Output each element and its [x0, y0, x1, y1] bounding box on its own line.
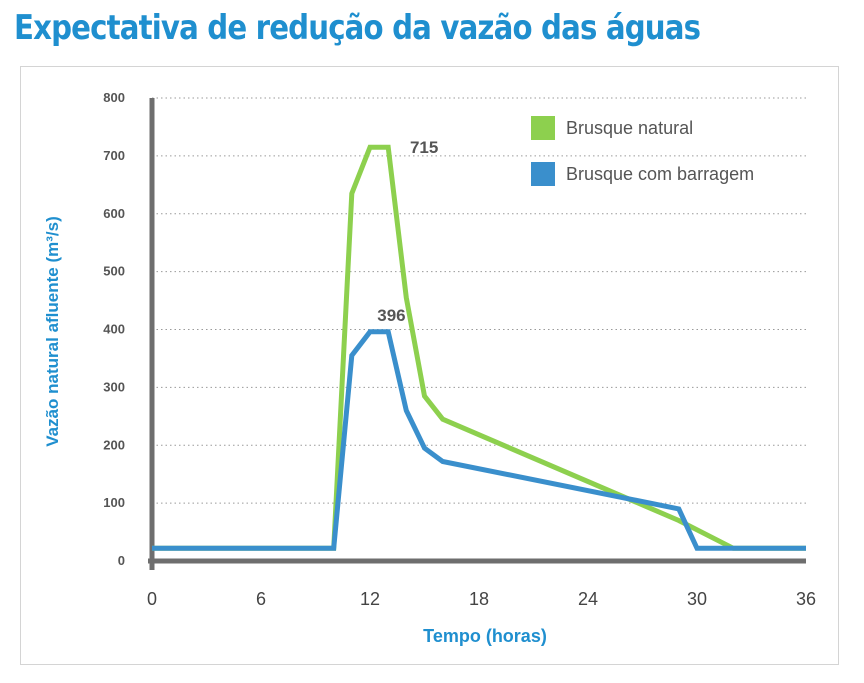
y-tick-label-0: 0: [118, 553, 125, 568]
legend-label-2: Brusque com barragem: [566, 164, 754, 184]
data-labels: 715 396: [377, 138, 438, 325]
legend-swatch-2: [531, 162, 555, 186]
y-tick-label-200: 200: [103, 437, 125, 452]
x-tick-label-30: 30: [687, 589, 707, 609]
y-tick-label-700: 700: [103, 148, 125, 163]
legend-label-1: Brusque natural: [566, 118, 693, 138]
x-tick-label-6: 6: [256, 589, 266, 609]
y-tick-label-600: 600: [103, 206, 125, 221]
legend-swatch-1: [531, 116, 555, 140]
y-tick-label-800: 800: [103, 90, 125, 105]
axes: [148, 98, 806, 570]
series-line-1: [152, 144, 806, 551]
y-tick-label-400: 400: [103, 322, 125, 337]
legend: Brusque natural Brusque com barragem: [531, 116, 754, 186]
y-tick-labels: 0 100 200 300 400 500 600 700 800: [103, 90, 125, 568]
x-tick-label-18: 18: [469, 589, 489, 609]
series-lines: [152, 144, 806, 551]
x-tick-label-0: 0: [147, 589, 157, 609]
data-label-715: 715: [410, 138, 438, 157]
x-tick-label-12: 12: [360, 589, 380, 609]
series-line-2: [152, 329, 806, 551]
x-tick-labels: 0 6 12 18 24 30 36: [147, 589, 816, 609]
y-tick-label-100: 100: [103, 495, 125, 510]
y-tick-label-300: 300: [103, 379, 125, 394]
y-tick-label-500: 500: [103, 264, 125, 279]
data-label-396: 396: [377, 306, 405, 325]
gridlines: [152, 97, 806, 504]
x-tick-label-24: 24: [578, 589, 598, 609]
y-axis-label: Vazão natural afluente (m³/s): [43, 216, 62, 447]
chart-frame: [20, 66, 839, 665]
x-tick-label-36: 36: [796, 589, 816, 609]
x-axis-label: Tempo (horas): [423, 626, 547, 646]
chart-title: Expectativa de redução da vazão das água…: [14, 8, 701, 48]
